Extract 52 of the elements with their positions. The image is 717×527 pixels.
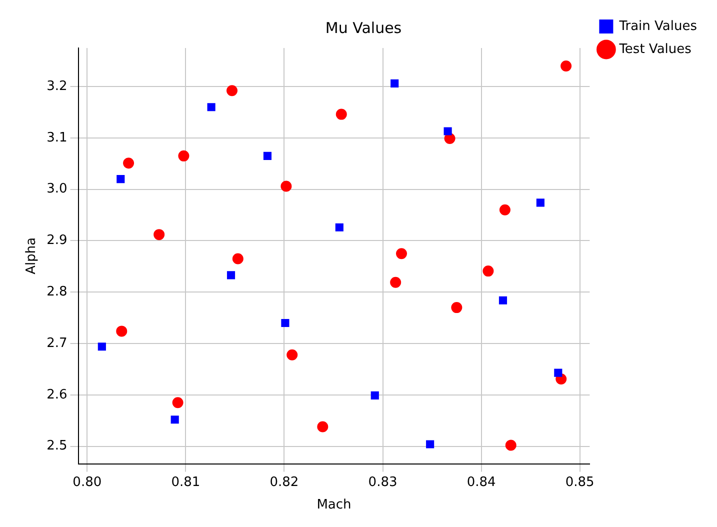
point <box>280 180 292 192</box>
point <box>154 229 165 240</box>
point <box>444 127 452 136</box>
point <box>263 152 272 160</box>
point <box>116 326 128 337</box>
x-tick-label: 0.80 <box>72 474 102 490</box>
point <box>426 440 434 448</box>
point <box>281 318 290 328</box>
x-tick-label: 0.82 <box>270 474 299 490</box>
point <box>336 108 347 120</box>
y-tick-label: 2.9 <box>46 233 68 248</box>
y-tick-label: 2.8 <box>46 284 68 300</box>
point <box>116 175 125 184</box>
point <box>482 266 494 277</box>
y-tick-label: 3.1 <box>46 130 68 146</box>
point <box>98 342 106 351</box>
x-axis-title: Mach <box>316 498 352 513</box>
point <box>370 391 379 400</box>
y-tick-label: 2.7 <box>46 336 68 351</box>
point <box>505 440 516 451</box>
point <box>232 253 244 264</box>
legend-label: Train Values <box>618 18 698 34</box>
point <box>390 276 402 288</box>
point <box>396 248 407 260</box>
y-tick-label: 3.0 <box>46 182 68 197</box>
x-tick-label: 0.83 <box>368 474 398 490</box>
point <box>172 397 184 408</box>
y-tick-label: 2.6 <box>46 387 68 402</box>
point <box>560 60 572 72</box>
point <box>123 158 134 169</box>
point <box>178 150 190 162</box>
point <box>207 103 216 112</box>
point <box>451 302 462 314</box>
point <box>554 368 562 377</box>
x-tick-label: 0.81 <box>171 474 200 490</box>
point <box>286 349 298 360</box>
point <box>170 416 179 424</box>
point <box>536 198 544 207</box>
point <box>335 223 344 232</box>
chart-title: Mu Values <box>325 18 402 37</box>
point <box>226 85 238 96</box>
x-tick-label: 0.85 <box>565 474 594 490</box>
point <box>226 271 236 280</box>
x-tick-label: 0.84 <box>466 474 496 490</box>
legend-label: Test Values <box>618 42 692 57</box>
point <box>390 79 399 88</box>
point <box>498 296 508 304</box>
point <box>499 204 510 216</box>
y-tick-label: 2.5 <box>46 438 68 454</box>
y-tick-label: 3.2 <box>46 78 68 94</box>
point <box>317 421 328 432</box>
y-axis-title: Alpha <box>24 237 40 274</box>
